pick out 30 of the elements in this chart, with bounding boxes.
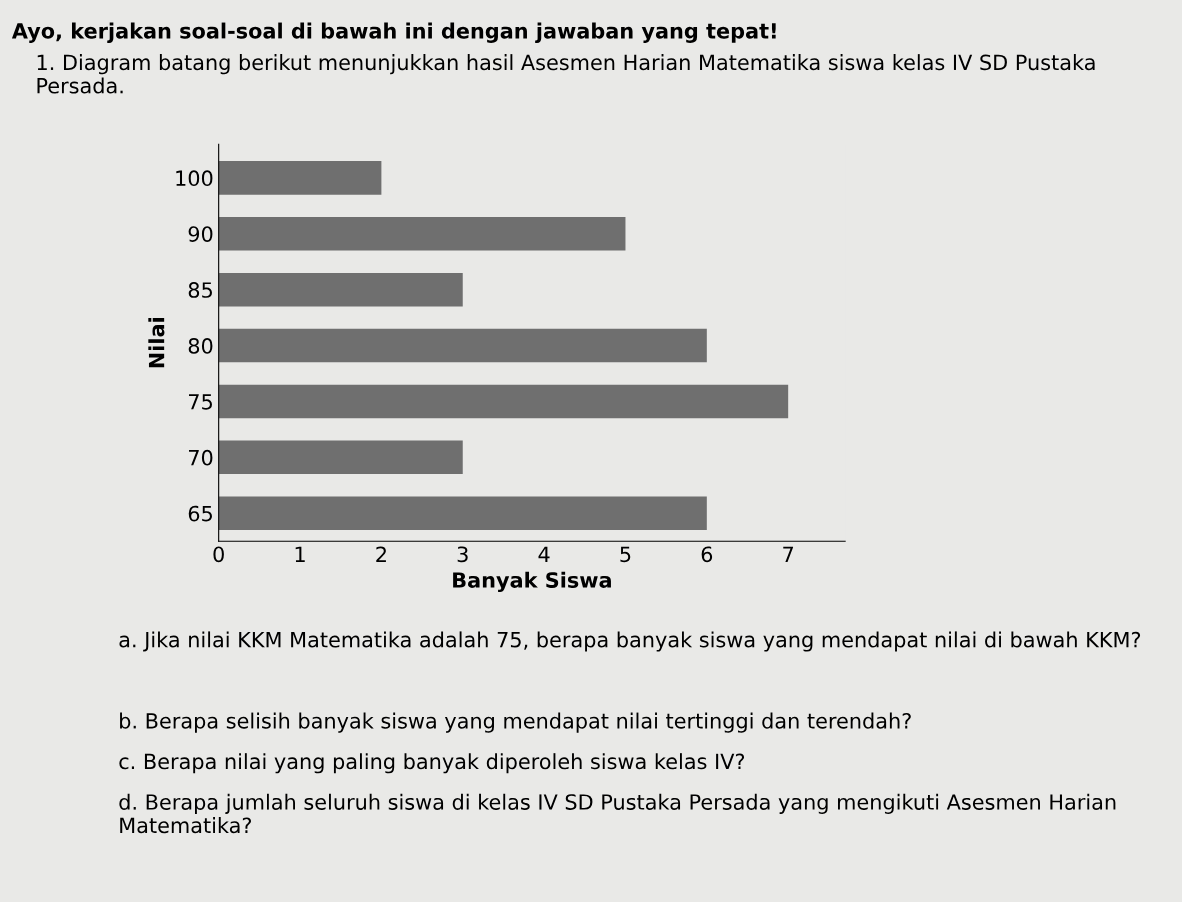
x-tick-label: 0	[213, 546, 224, 563]
x-tick-label: 2	[376, 546, 386, 562]
x-tick-label: 4	[538, 546, 550, 562]
bar	[218, 216, 626, 251]
y-tick-label: 80	[188, 338, 213, 354]
chart-subtitle: 1. Diagram batang berikut menunjukkan hasil Asesmen Harian Matematika siswa kelas IV SD Pustaka Persada.	[37, 54, 1095, 94]
x-tick-label: 7	[783, 546, 794, 562]
y-tick-label: 75	[189, 394, 212, 410]
y-tick-label: 90	[188, 226, 213, 242]
y-tick-label: 85	[188, 282, 212, 298]
text: b. Berapa selisih banyak siswa yang mendapat nilai tertinggi dan terendah?	[120, 712, 911, 733]
y-tick-label: 65	[188, 505, 212, 522]
text: c. Berapa nilai yang paling banyak diperoleh siswa kelas IV?	[119, 753, 745, 774]
y-axis-title: Nilai	[148, 318, 165, 368]
bar	[218, 496, 707, 531]
x-tick-label: 1	[295, 546, 305, 562]
x-axis-title: Banyak Siswa	[453, 571, 611, 593]
bar	[218, 328, 707, 363]
x-tick-label: 6	[701, 546, 713, 563]
text: d. Berapa jumlah seluruh siswa di kelas IV SD Pustaka Persada yang mengikuti Asesmen Harian Matematika?	[119, 793, 1116, 834]
bar	[218, 440, 463, 475]
y-tick-label: 100	[176, 170, 213, 187]
chart-title: Ayo, kerjakan soal-soal di bawah ini dengan jawaban yang tepat!	[11, 22, 776, 43]
bar	[218, 161, 382, 195]
x-tick-label: 3	[457, 546, 468, 563]
bar	[218, 384, 789, 419]
bar	[218, 272, 463, 307]
y-tick-label: 70	[189, 449, 213, 466]
x-tick-label: 5	[620, 546, 631, 563]
text: a. Jika nilai KKM Matematika adalah 75, berapa banyak siswa yang mendapat nilai di bawah KKM?	[119, 631, 1141, 652]
